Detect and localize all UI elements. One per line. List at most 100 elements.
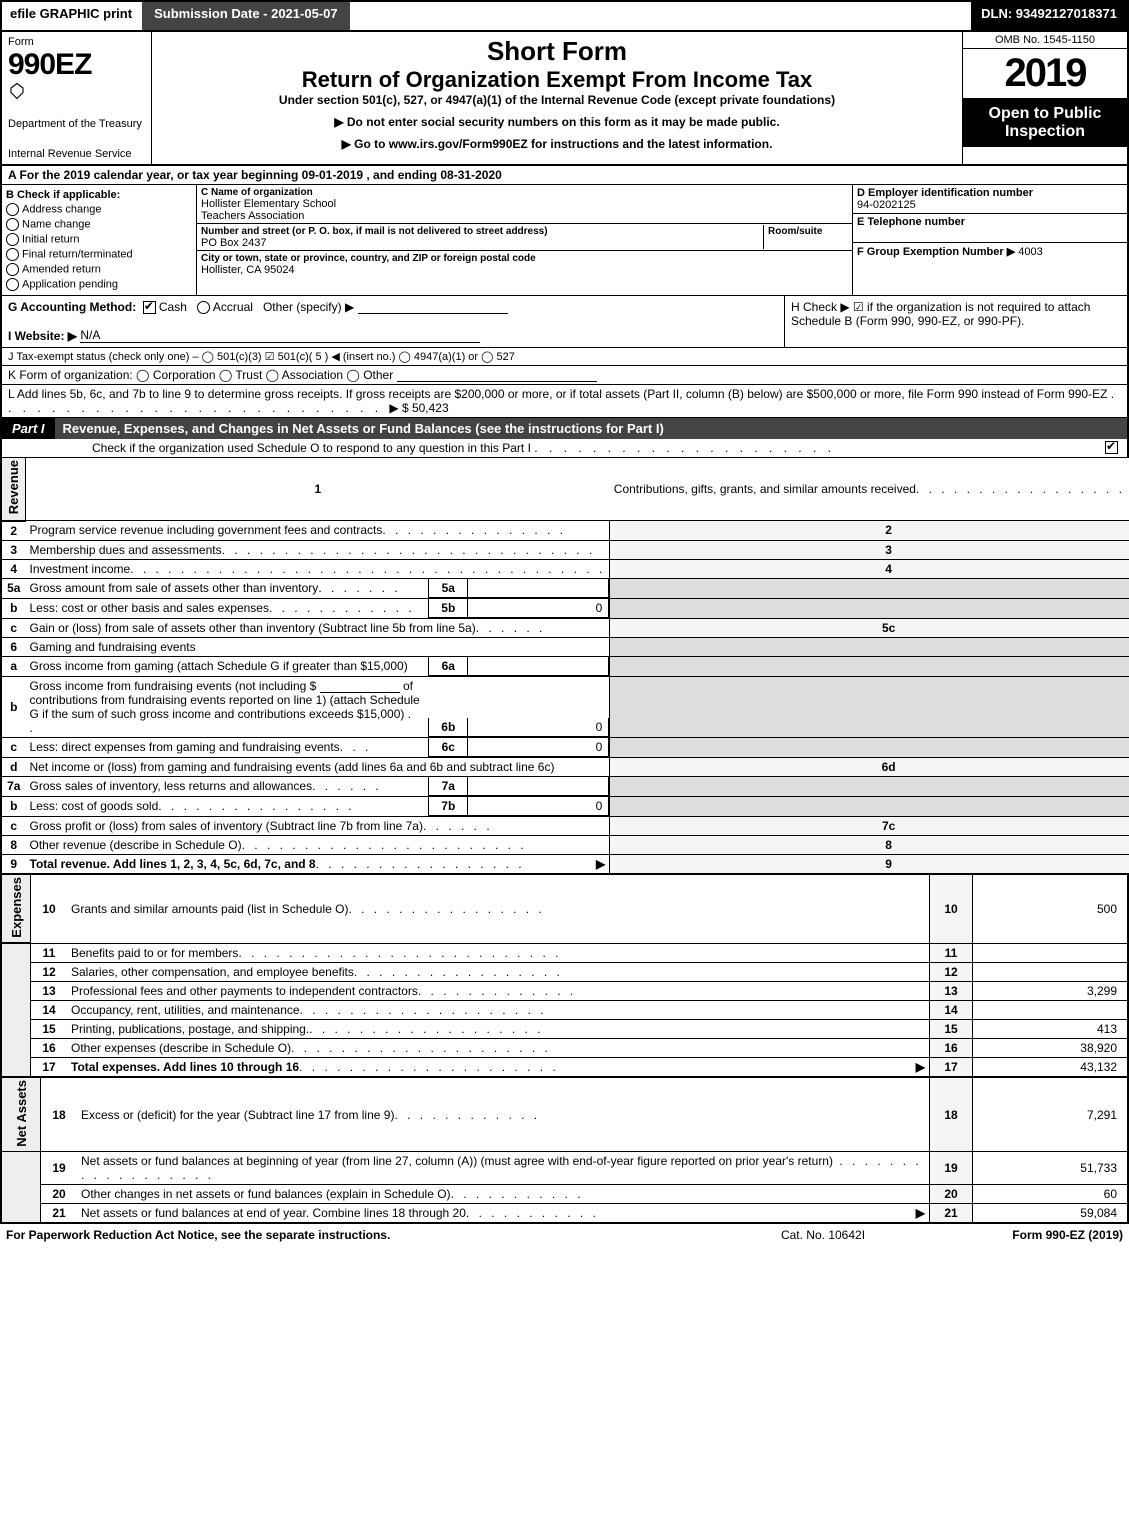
line-13-amount: 3,299 — [973, 981, 1129, 1000]
line-5a-subamt — [468, 579, 609, 598]
line-6d-num: d — [1, 757, 26, 776]
k-other-field[interactable] — [397, 381, 597, 382]
org-city: Hollister, CA 95024 — [201, 264, 295, 276]
line-11-col: 11 — [930, 943, 973, 962]
g-accrual-label: Accrual — [213, 300, 253, 314]
line-6a-wrap: Gross income from gaming (attach Schedul… — [26, 656, 610, 676]
line-17-num: 17 — [31, 1057, 68, 1077]
line-2-desc: Program service revenue including govern… — [26, 521, 610, 541]
line-14-desc: Occupancy, rent, utilities, and maintena… — [67, 1000, 930, 1019]
line-7b-num: b — [1, 796, 26, 816]
line-10-desc: Grants and similar amounts paid (list in… — [67, 875, 930, 944]
expenses-side-label: Expenses — [1, 875, 31, 944]
opt-final-return: Final return/terminated — [22, 248, 133, 260]
line-7c-num: c — [1, 816, 26, 835]
line-18-num: 18 — [41, 1078, 78, 1152]
g-cash-label: Cash — [159, 300, 187, 314]
check-application-pending[interactable]: Application pending — [6, 278, 192, 291]
efile-print-label[interactable]: efile GRAPHIC print — [2, 2, 140, 30]
form-word: Form — [8, 36, 145, 48]
arrow-icon: ▶ — [596, 857, 605, 871]
line-5b-desc: Less: cost or other basis and sales expe… — [30, 601, 269, 615]
arrow-icon: ▶ — [916, 1206, 925, 1220]
line-6a-desc: Gross income from gaming (attach Schedul… — [30, 659, 408, 673]
line-3-desc: Membership dues and assessments . . . . … — [26, 540, 610, 559]
line-6-num: 6 — [1, 637, 26, 656]
g-label: G Accounting Method: — [8, 300, 136, 314]
i-label: I Website: ▶ — [8, 329, 77, 343]
check-address-change[interactable]: Address change — [6, 203, 192, 216]
g-accrual-checkbox[interactable] — [197, 301, 210, 314]
line-10-amount: 500 — [973, 875, 1129, 944]
g-other-field[interactable] — [358, 313, 508, 314]
check-initial-return[interactable]: Initial return — [6, 233, 192, 246]
year-block: OMB No. 1545-1150 2019 Open to Public In… — [962, 32, 1127, 164]
line-9-col: 9 — [610, 854, 1129, 874]
line-6-col — [610, 637, 1129, 656]
goto-link[interactable]: ▶ Go to www.irs.gov/Form990EZ for instru… — [160, 137, 954, 151]
line-6c-num: c — [1, 737, 26, 757]
schedule-o-checkbox[interactable] — [1105, 441, 1118, 454]
line-5a-col — [610, 578, 1129, 598]
line-1-desc: Contributions, gifts, grants, and simila… — [610, 458, 1129, 520]
line-11-num: 11 — [31, 943, 68, 962]
exp-side-cont7 — [1, 1057, 31, 1077]
line-8-col: 8 — [610, 835, 1129, 854]
d-label: D Employer identification number — [857, 187, 1033, 199]
entity-info: B Check if applicable: Address change Na… — [0, 185, 1129, 296]
line-6a-col — [610, 656, 1129, 676]
line-14-num: 14 — [31, 1000, 68, 1019]
row-g-h: G Accounting Method: Cash Accrual Other … — [0, 296, 1129, 348]
na-side-cont — [1, 1152, 41, 1185]
expenses-table: Expenses 10 Grants and similar amounts p… — [0, 875, 1129, 1078]
line-5b-subamt: 0 — [468, 599, 609, 618]
l-text: L Add lines 5b, 6c, and 7b to line 9 to … — [8, 387, 1107, 401]
e-label: E Telephone number — [857, 216, 965, 228]
line-15-col: 15 — [930, 1019, 973, 1038]
line-3-num: 3 — [1, 540, 26, 559]
line-5a-wrap: Gross amount from sale of assets other t… — [26, 578, 610, 598]
netassets-table: Net Assets 18 Excess or (deficit) for th… — [0, 1078, 1129, 1225]
line-6a-subamt — [468, 657, 609, 676]
line-18-amount: 7,291 — [973, 1078, 1129, 1152]
opt-address-change: Address change — [22, 203, 102, 215]
line-18-desc: Excess or (deficit) for the year (Subtra… — [77, 1078, 930, 1152]
form-ref: Form 990-EZ (2019) — [923, 1228, 1123, 1242]
line-17-amount: 43,132 — [973, 1057, 1129, 1077]
opt-amended-return: Amended return — [22, 263, 101, 275]
line-6b-num: b — [1, 676, 26, 737]
check-name-change[interactable]: Name change — [6, 218, 192, 231]
line-5b-sub: 5b — [428, 599, 468, 618]
line-15-desc: Printing, publications, postage, and shi… — [67, 1019, 930, 1038]
line-5c-num: c — [1, 618, 26, 637]
exp-side-cont5 — [1, 1019, 31, 1038]
c-city-label: City or town, state or province, country… — [201, 253, 536, 264]
line-6c-wrap: Less: direct expenses from gaming and fu… — [26, 737, 610, 757]
line-16-num: 16 — [31, 1038, 68, 1057]
part-1-label: Part I — [2, 418, 55, 439]
g-other-label: Other (specify) ▶ — [263, 300, 354, 314]
short-form-title: Short Form — [160, 36, 954, 67]
exp-side-cont2 — [1, 962, 31, 981]
room-suite-label: Room/suite — [768, 226, 822, 237]
line-19-col: 19 — [930, 1152, 973, 1185]
line-4-desc: Investment income . . . . . . . . . . . … — [26, 559, 610, 578]
g-cash-checkbox[interactable] — [143, 301, 156, 314]
check-final-return[interactable]: Final return/terminated — [6, 248, 192, 261]
form-header: Form 990EZ Department of the Treasury In… — [0, 32, 1129, 166]
line-21-amount: 59,084 — [973, 1204, 1129, 1224]
line-7b-col — [610, 796, 1129, 816]
k-text: K Form of organization: ◯ Corporation ◯ … — [8, 368, 393, 382]
line-11-desc: Benefits paid to or for members . . . . … — [67, 943, 930, 962]
j-tax-exempt: J Tax-exempt status (check only one) – ◯… — [0, 348, 1129, 366]
line-7b-wrap: Less: cost of goods sold . . . . . . . .… — [26, 796, 610, 816]
line-1-num: 1 — [26, 458, 610, 520]
netassets-side-label: Net Assets — [1, 1078, 41, 1152]
h-schedule-b: H Check ▶ ☑ if the organization is not r… — [784, 296, 1127, 347]
line-6b-sub: 6b — [428, 718, 468, 737]
line-9-desc: Total revenue. Add lines 1, 2, 3, 4, 5c,… — [26, 854, 610, 874]
line-7c-desc: Gross profit or (loss) from sales of inv… — [26, 816, 610, 835]
org-name-2: Teachers Association — [201, 210, 304, 222]
check-amended-return[interactable]: Amended return — [6, 263, 192, 276]
org-street: PO Box 2437 — [201, 237, 266, 249]
